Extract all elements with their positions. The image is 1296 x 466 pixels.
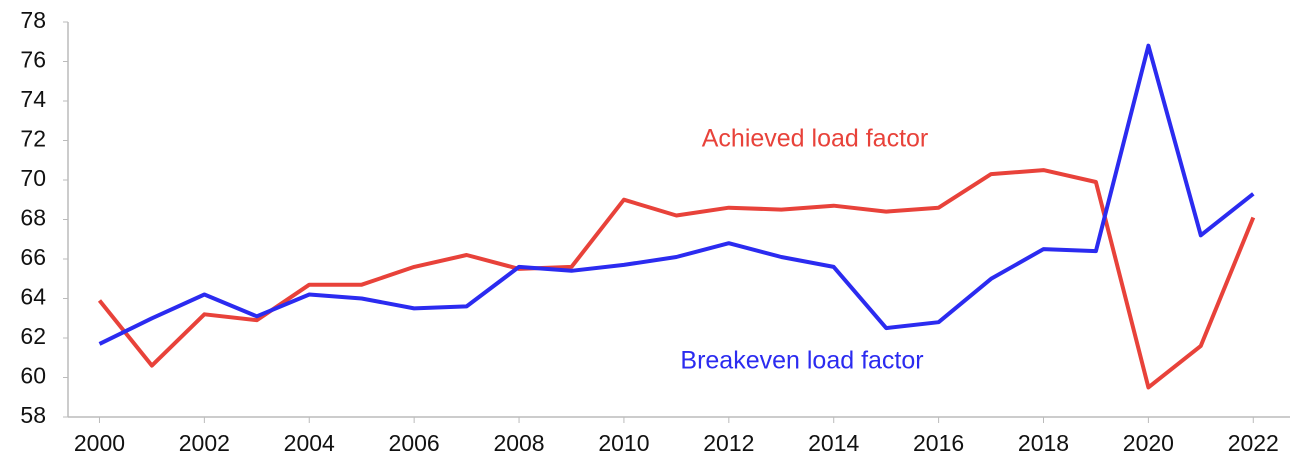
x-tick-label: 2018 <box>1018 430 1069 456</box>
x-tick-label: 2002 <box>179 430 230 456</box>
x-tick-label: 2004 <box>284 430 335 456</box>
x-tick-label: 2006 <box>389 430 440 456</box>
x-tick-label: 2012 <box>703 430 754 456</box>
series-line <box>98 43 1255 346</box>
x-tick-label: 2016 <box>913 430 964 456</box>
series-label: Achieved load factor <box>702 125 929 153</box>
y-tick-label: 64 <box>20 284 46 310</box>
y-tick-label: 70 <box>20 165 46 191</box>
series-label: Breakeven load factor <box>680 347 923 375</box>
y-tick-label: 60 <box>20 363 46 389</box>
y-tick-label: 68 <box>20 205 46 231</box>
y-tick-label: 76 <box>20 47 46 73</box>
y-tick-label: 74 <box>20 86 46 112</box>
x-tick-label: 2000 <box>74 430 125 456</box>
y-tick-label: 58 <box>20 402 46 428</box>
y-tick-label: 66 <box>20 244 46 270</box>
x-tick-label: 2014 <box>808 430 859 456</box>
y-tick-label: 72 <box>20 126 46 152</box>
x-tick-label: 2022 <box>1228 430 1279 456</box>
x-tick-label: 2008 <box>493 430 544 456</box>
y-tick-label: 62 <box>20 323 46 349</box>
x-tick-label: 2010 <box>598 430 649 456</box>
x-tick-label: 2020 <box>1123 430 1174 456</box>
series-line <box>97 168 1256 390</box>
y-tick-label: 78 <box>20 7 46 33</box>
